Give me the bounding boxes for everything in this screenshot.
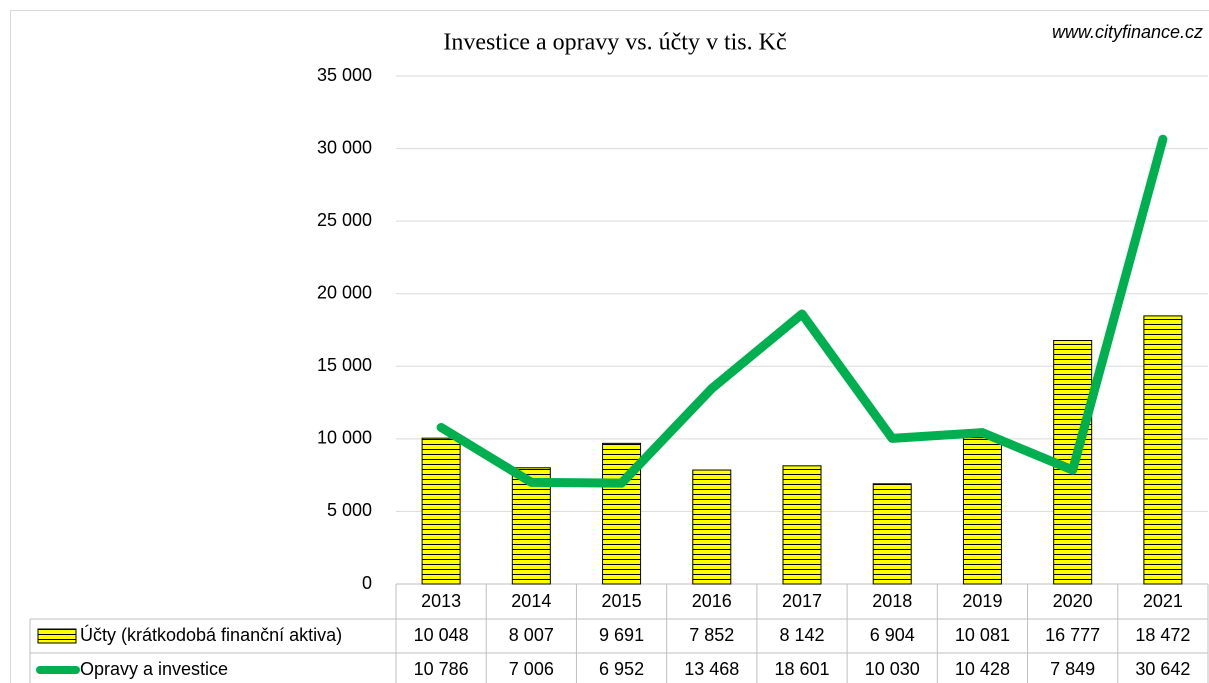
x-tick-label: 2015 — [602, 591, 642, 611]
x-tick-label: 2017 — [782, 591, 822, 611]
y-tick-label: 25 000 — [317, 210, 372, 230]
legend-label: Opravy a investice — [80, 659, 228, 679]
table-value: 8 142 — [779, 625, 824, 645]
table-value: 10 786 — [414, 659, 469, 679]
x-tick-label: 2013 — [421, 591, 461, 611]
table-value: 6 904 — [870, 625, 915, 645]
table-value: 10 048 — [414, 625, 469, 645]
table-value: 7 852 — [689, 625, 734, 645]
table-value: 16 777 — [1045, 625, 1100, 645]
bar — [872, 483, 912, 585]
x-tick-label: 2016 — [692, 591, 732, 611]
legend-label: Účty (krátkodobá finanční aktiva) — [80, 624, 342, 645]
table-value: 10 081 — [955, 625, 1010, 645]
table-value: 18 601 — [774, 659, 829, 679]
table-value: 18 472 — [1135, 625, 1190, 645]
table-value: 30 642 — [1135, 659, 1190, 679]
bar — [962, 437, 1002, 585]
y-tick-label: 10 000 — [317, 428, 372, 448]
x-tick-label: 2021 — [1143, 591, 1183, 611]
legend-key — [37, 628, 77, 644]
source: www.cityfinance.cz — [1052, 22, 1203, 42]
bar — [782, 465, 822, 585]
table-value: 10 428 — [955, 659, 1010, 679]
line — [436, 134, 1168, 488]
bar — [692, 469, 732, 585]
table-value: 7 849 — [1050, 659, 1095, 679]
table-value: 13 468 — [684, 659, 739, 679]
bar — [421, 437, 461, 585]
chart-frame — [10, 10, 1209, 683]
y-tick-label: 20 000 — [317, 282, 372, 302]
y-tick-label: 35 000 — [317, 65, 372, 85]
bar — [1143, 315, 1183, 585]
y-tick-label: 0 — [362, 573, 372, 593]
y-tick-label: 15 000 — [317, 355, 372, 375]
x-tick-label: 2018 — [872, 591, 912, 611]
bar — [511, 467, 551, 585]
x-tick-label: 2019 — [962, 591, 1002, 611]
chart-title: Investice a opravy vs. účty v tis. Kč — [443, 30, 786, 56]
table-value: 8 007 — [509, 625, 554, 645]
y-tick-label: 30 000 — [317, 137, 372, 157]
table-value: 10 030 — [865, 659, 920, 679]
table-value: 7 006 — [509, 659, 554, 679]
table-value: 6 952 — [599, 659, 644, 679]
x-tick-label: 2020 — [1053, 591, 1093, 611]
x-tick-label: 2014 — [511, 591, 551, 611]
table-value: 9 691 — [599, 625, 644, 645]
y-tick-label: 5 000 — [327, 500, 372, 520]
